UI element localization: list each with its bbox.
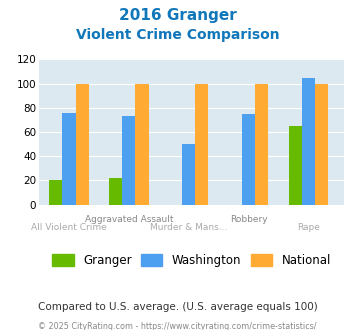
Bar xyxy=(62,113,76,205)
Bar xyxy=(289,126,302,205)
Legend: Granger, Washington, National: Granger, Washington, National xyxy=(53,254,331,267)
Bar xyxy=(302,78,315,205)
Bar xyxy=(109,178,122,205)
Text: Violent Crime Comparison: Violent Crime Comparison xyxy=(76,28,279,42)
Bar xyxy=(135,83,149,205)
Bar xyxy=(255,83,268,205)
Text: Robbery: Robbery xyxy=(230,215,267,224)
Bar xyxy=(76,83,89,205)
Text: © 2025 CityRating.com - https://www.cityrating.com/crime-statistics/: © 2025 CityRating.com - https://www.city… xyxy=(38,322,317,330)
Text: Rape: Rape xyxy=(297,223,320,232)
Bar xyxy=(195,83,208,205)
Bar xyxy=(242,114,255,205)
Text: Compared to U.S. average. (U.S. average equals 100): Compared to U.S. average. (U.S. average … xyxy=(38,302,317,312)
Bar xyxy=(315,83,328,205)
Text: 2016 Granger: 2016 Granger xyxy=(119,8,236,23)
Bar xyxy=(49,181,62,205)
Text: Murder & Mans...: Murder & Mans... xyxy=(150,223,228,232)
Text: All Violent Crime: All Violent Crime xyxy=(31,223,107,232)
Bar xyxy=(182,144,195,205)
Bar xyxy=(122,116,135,205)
Text: Aggravated Assault: Aggravated Assault xyxy=(84,215,173,224)
